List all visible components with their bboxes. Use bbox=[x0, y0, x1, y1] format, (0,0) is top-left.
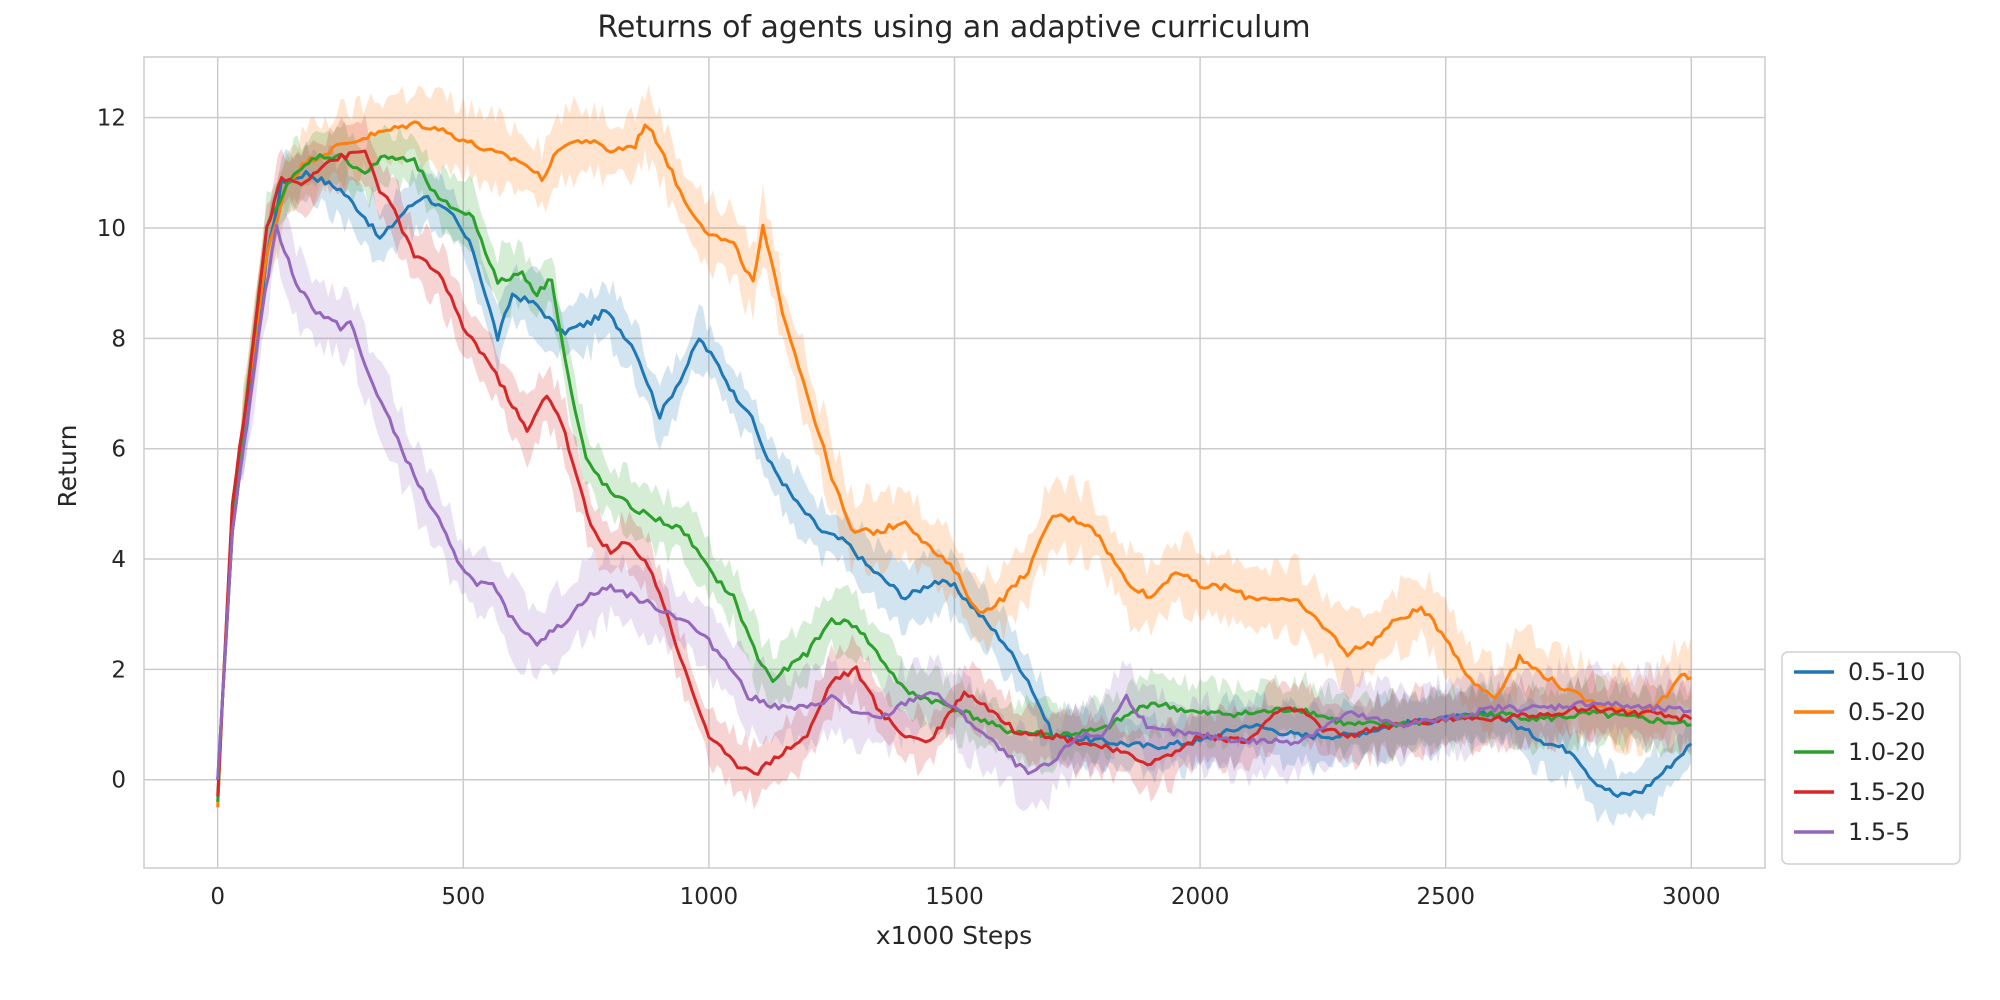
legend-label: 0.5-10 bbox=[1848, 658, 1925, 686]
x-tick-label: 2000 bbox=[1171, 884, 1230, 910]
x-tick-label: 2500 bbox=[1416, 884, 1475, 910]
legend-box bbox=[1781, 651, 1961, 865]
x-tick-label: 500 bbox=[441, 884, 485, 910]
legend-label: 0.5-20 bbox=[1848, 698, 1925, 726]
confidence-bands bbox=[217, 84, 1692, 827]
band-1.5-5 bbox=[217, 200, 1692, 812]
x-tick-label: 1500 bbox=[925, 884, 984, 910]
y-tick-label: 8 bbox=[111, 326, 126, 352]
y-tick-label: 12 bbox=[97, 106, 126, 132]
chart-title: Returns of agents using an adaptive curr… bbox=[597, 10, 1310, 45]
legend-label: 1.5-5 bbox=[1848, 818, 1910, 846]
y-tick-label: 10 bbox=[97, 216, 126, 242]
y-tick-label: 6 bbox=[111, 437, 126, 463]
series-line-1.5-5 bbox=[216, 223, 1692, 780]
x-tick-label: 0 bbox=[210, 884, 225, 910]
band-1.5-20 bbox=[217, 114, 1692, 810]
x-tick-label: 1000 bbox=[680, 884, 739, 910]
band-0.5-20 bbox=[217, 84, 1692, 816]
x-tick-label: 3000 bbox=[1662, 884, 1721, 910]
x-axis-ticks: 0 500 1000 1500 2000 2500 3000 bbox=[210, 884, 1720, 910]
y-tick-label: 4 bbox=[111, 547, 126, 573]
y-axis-ticks: 0 2 4 6 8 10 12 bbox=[97, 106, 126, 794]
legend-label: 1.0-20 bbox=[1848, 738, 1925, 766]
band-1.0-20 bbox=[217, 121, 1692, 811]
legend: 0.5-10 0.5-20 1.0-20 1.5-20 1.5-5 bbox=[1781, 651, 1961, 865]
y-tick-label: 0 bbox=[111, 768, 126, 794]
series-lines bbox=[216, 120, 1693, 808]
series-line-0.5-20 bbox=[216, 120, 1692, 808]
y-tick-label: 2 bbox=[111, 657, 126, 683]
x-axis-label: x1000 Steps bbox=[876, 921, 1032, 950]
legend-label: 1.5-20 bbox=[1848, 778, 1925, 806]
plot-frame bbox=[143, 56, 1766, 869]
y-axis-label: Return bbox=[53, 425, 82, 508]
band-0.5-10 bbox=[217, 140, 1692, 827]
grid bbox=[144, 57, 1765, 868]
series-line-1.5-20 bbox=[216, 149, 1693, 797]
